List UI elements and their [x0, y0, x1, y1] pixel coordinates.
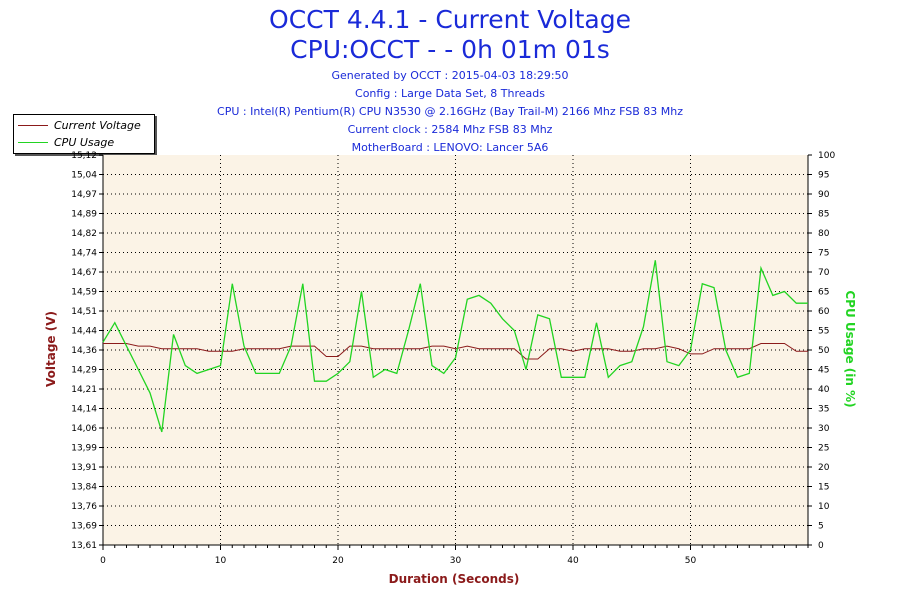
x-tick-label: 30 [450, 556, 462, 566]
left-tick-label: 15,12 [71, 151, 97, 161]
legend-entry-voltage: Current Voltage [18, 117, 141, 133]
left-tick-label: 13,61 [71, 541, 97, 551]
left-axis-ticks: 13,61 13,69 13,76 13,84 13,91 13,99 14,06 14,14… [71, 151, 103, 551]
right-tick-label: 55 [818, 327, 829, 337]
left-tick-label: 13,76 [71, 502, 97, 512]
right-tick-label: 75 [818, 249, 829, 259]
right-tick-label: 90 [818, 190, 830, 200]
right-tick-label: 15 [818, 483, 829, 493]
left-tick-label: 14,97 [71, 190, 97, 200]
right-tick-label: 80 [818, 229, 830, 239]
series-line-current-voltage [103, 343, 808, 360]
info-config: Config : Large Data Set, 8 Threads [355, 87, 545, 100]
info-motherboard: MotherBoard : LENOVO: Lancer 5A6 [351, 141, 549, 154]
right-tick-label: 35 [818, 405, 829, 415]
right-tick-label: 95 [818, 171, 829, 181]
x-axis-label: Duration (Seconds) [389, 572, 520, 586]
left-tick-label: 13,99 [71, 444, 97, 454]
right-tick-label: 25 [818, 444, 829, 454]
x-tick-label: 20 [332, 556, 344, 566]
right-tick-label: 10 [818, 502, 830, 512]
right-tick-label: 70 [818, 268, 830, 278]
left-tick-label: 14,74 [71, 249, 97, 259]
right-axis-ticks: 0 5 10 15 20 25 30 35 40 45 50 55 60 65 70 75 80 85 90 95 10… [808, 151, 835, 551]
info-block: Generated by OCCT : 2015-04-03 18:29:50 … [0, 67, 900, 157]
x-tick-label: 10 [215, 556, 227, 566]
left-tick-label: 14,59 [71, 288, 97, 298]
left-tick-label: 14,29 [71, 366, 97, 376]
left-tick-label: 14,36 [71, 346, 97, 356]
right-tick-label: 20 [818, 463, 830, 473]
right-tick-label: 5 [818, 522, 824, 532]
right-tick-label: 30 [818, 424, 830, 434]
x-axis-ticks: 0 10 20 30 40 50 [100, 545, 809, 566]
left-tick-label: 14,82 [71, 229, 97, 239]
legend-label-cpu: CPU Usage [54, 135, 115, 149]
legend-entry-cpu: CPU Usage [18, 134, 114, 150]
right-tick-label: 100 [818, 151, 835, 161]
left-tick-label: 14,44 [71, 327, 97, 337]
info-generated: Generated by OCCT : 2015-04-03 18:29:50 [331, 69, 569, 82]
legend-swatch-cpu [18, 141, 48, 143]
left-tick-label: 13,84 [71, 483, 97, 493]
x-tick-label: 0 [100, 556, 106, 566]
left-tick-label: 14,06 [71, 424, 97, 434]
left-tick-label: 14,89 [71, 210, 97, 220]
right-tick-label: 45 [818, 366, 829, 376]
y-axis-label-right: CPU Usage (in %) [843, 290, 857, 407]
info-cpu: CPU : Intel(R) Pentium(R) CPU N3530 @ 2.… [217, 105, 683, 118]
right-tick-label: 50 [818, 346, 830, 356]
legend-swatch-voltage [18, 124, 48, 126]
right-tick-label: 60 [818, 307, 830, 317]
left-tick-label: 15,04 [71, 171, 97, 181]
left-tick-label: 14,67 [71, 268, 97, 278]
left-tick-label: 14,51 [71, 307, 97, 317]
x-tick-label: 40 [567, 556, 579, 566]
chart-legend: Current Voltage CPU Usage [13, 114, 155, 154]
chart-title-line-1: OCCT 4.4.1 - Current Voltage [269, 5, 631, 34]
left-tick-label: 13,69 [71, 522, 97, 532]
legend-label-voltage: Current Voltage [54, 118, 141, 132]
left-tick-label: 13,91 [71, 463, 97, 473]
right-tick-label: 85 [818, 210, 829, 220]
y-axis-label-left: Voltage (V) [44, 311, 58, 387]
left-tick-label: 14,21 [71, 385, 97, 395]
right-tick-label: 65 [818, 288, 829, 298]
right-tick-label: 40 [818, 385, 830, 395]
series-line-cpu-usage [102, 260, 808, 433]
chart-title-line-2: CPU:OCCT - - 0h 01m 01s [290, 35, 610, 64]
right-tick-label: 0 [818, 541, 824, 551]
left-tick-label: 14,14 [71, 405, 97, 415]
grid-lines [103, 155, 808, 545]
x-tick-label: 50 [685, 556, 697, 566]
info-clock: Current clock : 2584 Mhz FSB 83 Mhz [347, 123, 553, 136]
